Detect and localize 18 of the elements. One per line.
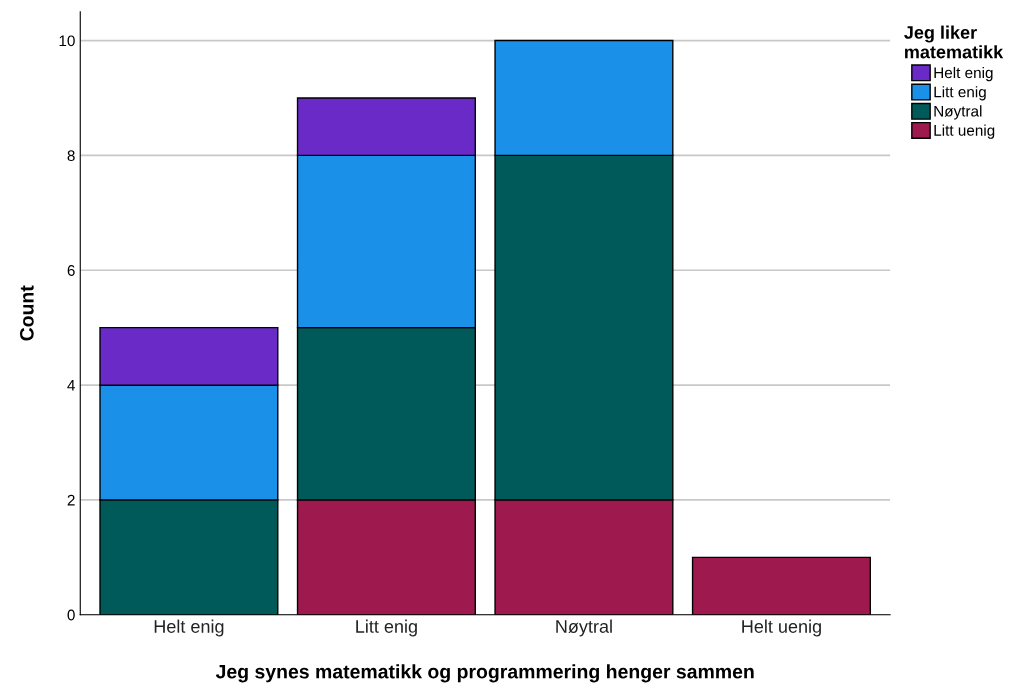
y-tick-label: 8 [67,150,75,162]
x-tick-label: Litt enig [356,619,417,637]
y-tick-label: 10 [59,35,75,47]
y-tick-label: 6 [67,265,75,276]
y-tick-label: 0 [67,609,75,621]
legend-label: Litt uenig [934,124,995,139]
y-axis-title: Count [19,285,34,341]
legend-title: Jeg liker matematikk [904,25,1004,59]
y-tick-label: 4 [67,380,75,391]
bar [691,556,872,615]
legend-label: Nøytral [934,105,982,120]
legend-label: Helt enig [934,66,993,82]
y-tick-label: 2 [67,494,75,506]
x-tick-label: Nøytral [556,619,612,637]
legend-label: Litt enig [934,86,986,101]
x-axis-title: Jeg synes matematikk og programmering henger sammen [215,664,754,683]
x-tick-label: Helt uenig [742,619,821,637]
x-tick-label: Helt enig [154,619,224,637]
